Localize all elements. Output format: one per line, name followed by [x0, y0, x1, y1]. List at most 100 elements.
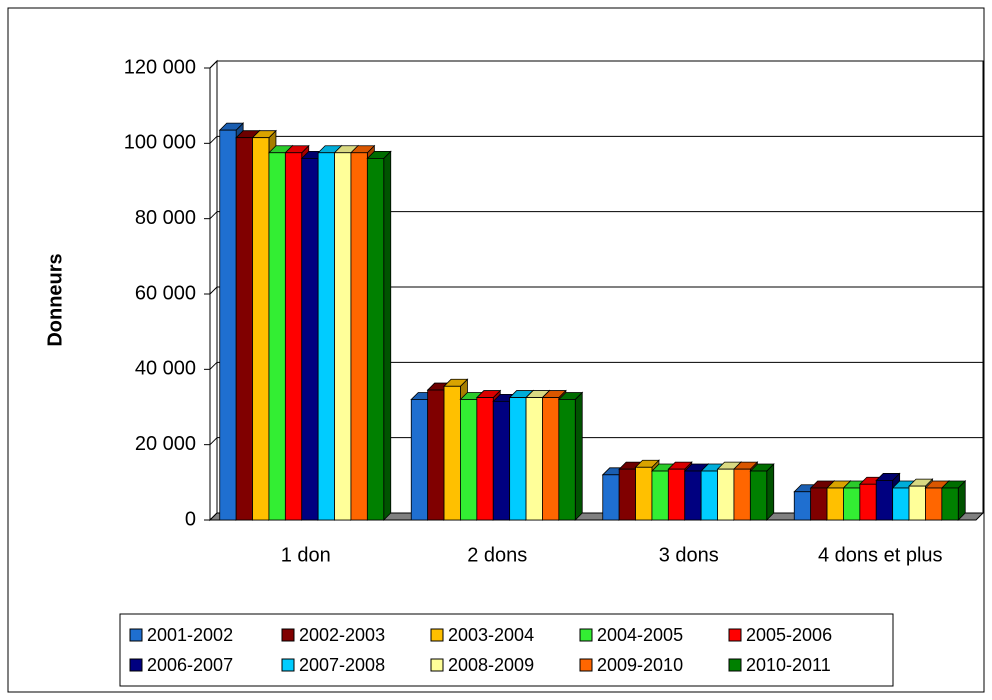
bar — [925, 487, 943, 521]
bar — [334, 152, 352, 521]
y-axis-label: Donneurs — [44, 253, 66, 346]
bar — [684, 470, 702, 521]
bar — [301, 157, 319, 521]
bar-top-shade — [941, 480, 966, 488]
bar — [476, 397, 494, 521]
legend-swatch — [579, 628, 593, 642]
legend-swatch — [728, 628, 742, 642]
bar-top-shade — [684, 464, 709, 472]
bar — [284, 152, 303, 521]
bar-top-shade — [285, 145, 309, 153]
bar-top-shade — [219, 123, 244, 131]
x-tick-label: 3 dons — [659, 544, 719, 566]
legend-label: 2001-2002 — [147, 625, 233, 645]
bar-top-shade — [350, 145, 375, 153]
legend-swatch — [281, 658, 295, 672]
y-tick-label: 20 000 — [135, 433, 196, 455]
legend-swatch — [281, 628, 295, 642]
legend-swatch — [430, 628, 444, 642]
bar — [749, 470, 768, 521]
bar-top-shade — [318, 145, 342, 153]
legend-label: 2008-2009 — [448, 655, 534, 675]
legend-swatch — [430, 658, 444, 672]
bar — [602, 474, 620, 521]
bar-top-shade — [509, 390, 534, 398]
bar-top-shade — [236, 130, 260, 138]
x-tick-label: 4 dons et plus — [818, 544, 943, 566]
bar — [252, 137, 270, 521]
y-tick-label: 40 000 — [135, 358, 196, 380]
bar — [733, 468, 751, 521]
bar-side-shade — [575, 392, 583, 520]
grid-line-side — [209, 135, 218, 144]
legend-swatch — [728, 658, 742, 672]
y-tick-label: 60 000 — [135, 282, 196, 304]
bar-top-shade — [252, 130, 276, 138]
bar-top-shade — [635, 460, 659, 468]
bar — [941, 487, 959, 521]
y-tick-label: 100 000 — [124, 132, 196, 154]
bar-side-shade — [958, 480, 966, 520]
bar — [366, 157, 385, 521]
bar — [651, 470, 669, 521]
y-tick-label: 80 000 — [135, 207, 196, 229]
bar — [509, 397, 527, 521]
grid-line-side — [209, 286, 218, 295]
bar-top-shade — [268, 145, 293, 153]
bar-top-shade — [526, 390, 550, 398]
bar — [810, 487, 828, 521]
bar — [427, 389, 445, 521]
bar-top-shade — [668, 462, 692, 470]
bar-side-shade — [766, 464, 774, 520]
legend-swatch — [129, 628, 143, 642]
bar — [558, 399, 576, 521]
bar — [793, 491, 812, 521]
bar-top-shade — [717, 462, 741, 470]
bar — [717, 468, 735, 521]
y-tick-label: 120 000 — [124, 56, 196, 78]
bar — [859, 483, 877, 521]
grid-line-side — [209, 437, 218, 446]
bar — [443, 385, 461, 521]
bar-top-shade — [810, 480, 835, 488]
bar — [875, 480, 894, 521]
bar — [618, 468, 636, 521]
legend-swatch — [129, 658, 143, 672]
bar — [317, 152, 335, 521]
legend-label: 2002-2003 — [299, 625, 385, 645]
grid-line-side — [209, 60, 218, 69]
bar — [908, 485, 926, 521]
bar — [350, 152, 368, 521]
legend-label: 2003-2004 — [448, 625, 534, 645]
legend-label: 2010-2011 — [746, 655, 831, 675]
bar-top-shade — [909, 479, 933, 487]
bar — [525, 397, 543, 521]
bar-top-shade — [444, 379, 468, 387]
bar — [635, 466, 653, 521]
bar — [542, 397, 560, 521]
bar — [268, 152, 286, 521]
bar-top-shade — [876, 473, 900, 481]
bar — [235, 137, 253, 521]
bar — [892, 487, 910, 521]
bar — [700, 470, 718, 521]
x-tick-label: 1 don — [281, 544, 331, 566]
legend-label: 2009-2010 — [597, 655, 683, 675]
bar-top-shade — [334, 145, 358, 153]
bar-top-shade — [476, 390, 501, 398]
legend-label: 2007-2008 — [299, 655, 385, 675]
bar — [667, 468, 686, 521]
legend-label: 2004-2005 — [597, 625, 683, 645]
grid-line-side — [209, 361, 218, 370]
x-tick-label: 2 dons — [467, 544, 527, 566]
bar — [219, 129, 237, 521]
bar — [492, 400, 511, 521]
bar — [843, 487, 861, 521]
bar-top-shade — [542, 390, 566, 398]
bar-top-shade — [367, 151, 391, 159]
legend-swatch — [579, 658, 593, 672]
bar-top-shade — [750, 464, 774, 472]
bar-top-shade — [733, 462, 758, 470]
bar-top-shade — [925, 480, 949, 488]
